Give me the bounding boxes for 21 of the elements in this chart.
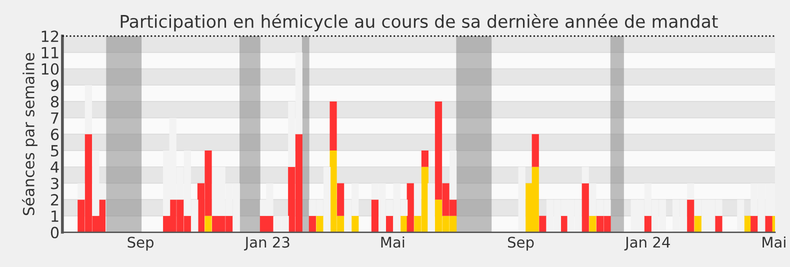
y-tick-label: 2 bbox=[51, 194, 58, 206]
y-axis-title: Séances par semaine bbox=[22, 53, 38, 216]
x-tick-label: Sep bbox=[128, 236, 154, 251]
y-tick-label: 3 bbox=[51, 178, 58, 190]
y-tick-label: 12 bbox=[42, 30, 58, 42]
y-tick-label: 11 bbox=[42, 47, 58, 58]
x-tick-label: Jan 24 bbox=[624, 236, 670, 250]
y-tick-label: 1 bbox=[52, 210, 58, 222]
y-tick-label: 5 bbox=[51, 145, 58, 157]
y-tick-label: 0 bbox=[50, 226, 59, 238]
y-tick-label: 10 bbox=[42, 63, 59, 75]
y-tick-label: 6 bbox=[50, 128, 59, 140]
x-tick-label: Mai bbox=[762, 236, 786, 248]
x-tick-label: Sep bbox=[508, 236, 534, 251]
y-tick-label: 7 bbox=[51, 112, 58, 124]
y-tick-label: 9 bbox=[50, 80, 59, 92]
x-tick-label: Jan 23 bbox=[244, 236, 290, 250]
chart-title: Participation en hémicycle au cours de sa dernière année de mandat bbox=[120, 14, 718, 32]
y-tick-label: 8 bbox=[50, 96, 59, 108]
y-tick-label: 4 bbox=[50, 162, 59, 173]
x-tick-label: Mai bbox=[381, 236, 404, 248]
